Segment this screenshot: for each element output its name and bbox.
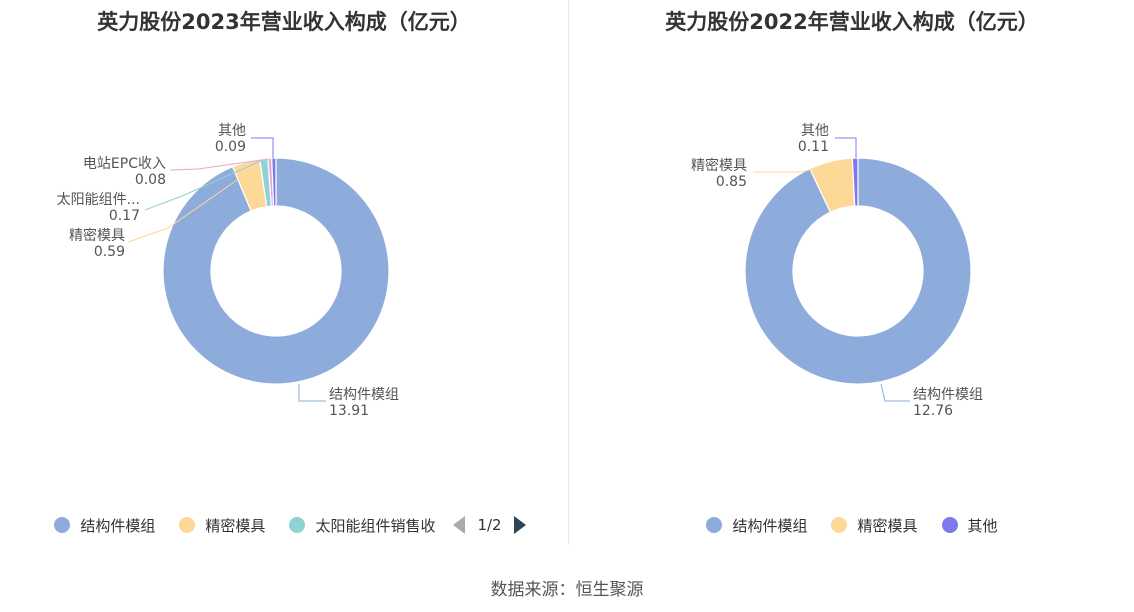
legend-label: 其他 bbox=[967, 516, 998, 535]
slice-label-name: 电站EPC收入 bbox=[83, 156, 166, 172]
leader-line bbox=[880, 383, 910, 402]
legend-label: 精密模具 bbox=[205, 516, 266, 535]
donut-chart-2023: 结构件模组13.91精密模具0.59太阳能组件...0.17电站EPC收入0.0… bbox=[57, 123, 399, 419]
pie-slice[interactable] bbox=[271, 157, 277, 207]
slice-label-value: 0.11 bbox=[798, 139, 829, 155]
legend-item[interactable]: 结构件模组 bbox=[54, 515, 155, 536]
legend: 结构件模组 精密模具 太阳能组件销售收 1/2 bbox=[0, 512, 568, 538]
slice-label-value: 12.76 bbox=[913, 403, 953, 419]
slice-label-name: 其他 bbox=[218, 123, 246, 139]
leader-line bbox=[251, 137, 274, 158]
legend-item[interactable]: 其他 bbox=[941, 515, 998, 536]
legend-label: 精密模具 bbox=[857, 516, 918, 535]
legend-dot bbox=[706, 517, 723, 533]
data-source: 数据来源：恒生聚源 bbox=[490, 580, 644, 600]
legend-label: 太阳能组件销售收 bbox=[315, 516, 436, 535]
slice-label-value: 0.17 bbox=[109, 208, 140, 224]
leader-line bbox=[298, 384, 326, 402]
slice-label-name: 结构件模组 bbox=[329, 387, 399, 403]
legend-next-page-icon[interactable] bbox=[513, 516, 526, 534]
slice-label-value: 0.59 bbox=[94, 244, 125, 260]
legend-item[interactable]: 结构件模组 bbox=[706, 515, 807, 536]
legend-item[interactable]: 精密模具 bbox=[179, 515, 265, 536]
slice-label-name: 精密模具 bbox=[691, 157, 747, 174]
pie-slice[interactable] bbox=[851, 157, 859, 207]
legend-item[interactable]: 太阳能组件销售收 bbox=[289, 515, 435, 536]
legend-dot bbox=[831, 517, 848, 533]
leader-line bbox=[144, 159, 264, 211]
slice-label-name: 太阳能组件... bbox=[57, 192, 140, 208]
chart-title: 英力股份2023年营业收入构成（亿元） bbox=[97, 10, 471, 34]
slice-label-name: 结构件模组 bbox=[913, 387, 983, 403]
slice-label-name: 其他 bbox=[801, 123, 829, 139]
legend: 结构件模组 精密模具 其他 bbox=[570, 512, 1134, 538]
legend-item[interactable]: 精密模具 bbox=[831, 515, 918, 536]
legend-dot bbox=[179, 517, 196, 533]
chart-panel-2022: 英力股份2022年营业收入构成（亿元） 结构件模组 12.76 精密模具 0.85 其他… bbox=[570, 0, 1134, 545]
legend-dot bbox=[289, 517, 306, 533]
slice-label-value: 0.85 bbox=[716, 174, 747, 190]
legend-page-indicator: 1/2 bbox=[477, 516, 502, 534]
pie-slice[interactable] bbox=[744, 157, 972, 385]
leader-line bbox=[127, 177, 241, 243]
legend-dot bbox=[941, 517, 958, 533]
panel-divider bbox=[568, 0, 569, 545]
chart-panel-2023: 英力股份2023年营业收入构成（亿元） 结构件模组 13.91 精密模具 0.59 太阳… bbox=[0, 0, 568, 545]
legend-prev-page-icon[interactable] bbox=[453, 516, 466, 534]
legend-dot bbox=[54, 517, 71, 533]
pie-slice[interactable] bbox=[162, 157, 390, 385]
leader-line bbox=[753, 163, 831, 173]
leader-line bbox=[835, 137, 857, 158]
legend-label: 结构件模组 bbox=[80, 516, 156, 535]
slice-label-value: 0.08 bbox=[135, 172, 166, 188]
legend-pager: 1/2 bbox=[453, 516, 526, 534]
slice-label-value: 13.91 bbox=[329, 403, 369, 419]
leader-line bbox=[169, 158, 269, 171]
legend-label: 结构件模组 bbox=[732, 516, 808, 535]
chart-title: 英力股份2022年营业收入构成（亿元） bbox=[665, 10, 1039, 34]
slice-label-name: 精密模具 bbox=[69, 227, 125, 244]
slice-label-value: 0.09 bbox=[215, 139, 246, 155]
